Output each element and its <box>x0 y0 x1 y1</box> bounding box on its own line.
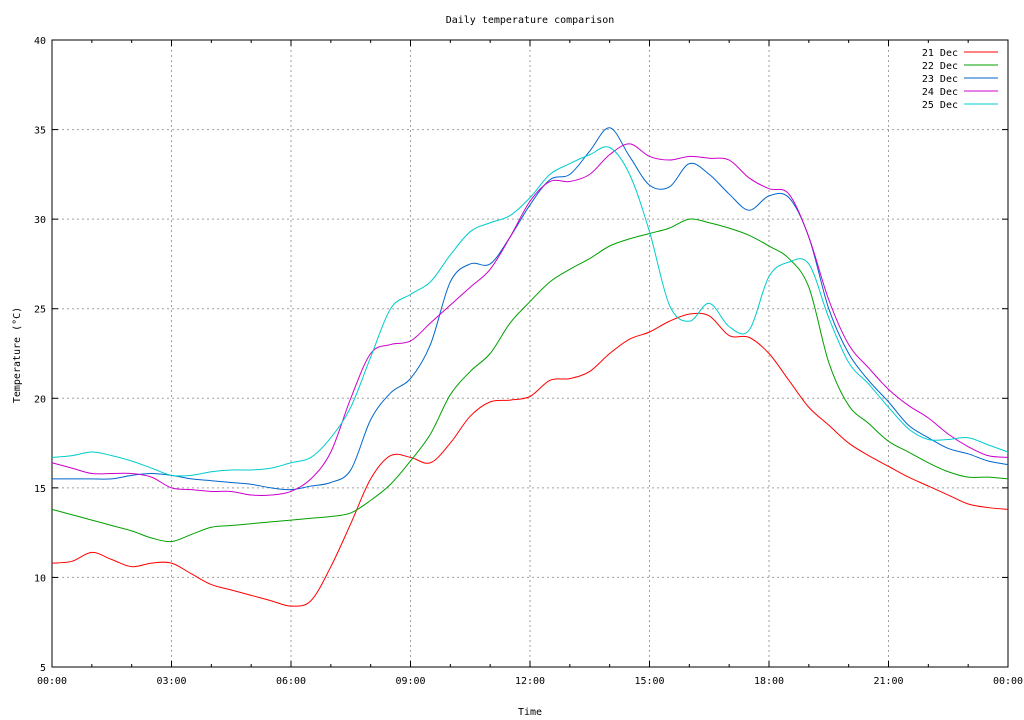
series-line-25-dec <box>51 146 1009 477</box>
chart-title: Daily temperature comparison <box>446 15 615 26</box>
legend-label-23-dec: 23 Dec <box>922 74 958 85</box>
x-tick-label: 21:00 <box>873 676 903 687</box>
legend-label-25-dec: 25 Dec <box>922 100 958 111</box>
x-tick-label: 12:00 <box>515 676 545 687</box>
series-line-21-dec <box>51 312 1009 607</box>
legend: 21 Dec 22 Dec 23 Dec 24 Dec 25 Dec <box>922 48 998 111</box>
legend-label-24-dec: 24 Dec <box>922 87 958 98</box>
y-tick-label: 35 <box>34 126 46 137</box>
series-line-23-dec <box>52 127 1009 491</box>
series-line-24-dec <box>51 143 1009 496</box>
axis-ticks: 00:00 03:00 06:00 09:00 12:00 15:00 18:00 21:00… <box>34 36 1023 687</box>
series-line-22-dec <box>51 218 1009 543</box>
y-tick-label: 10 <box>34 573 46 584</box>
legend-label-22-dec: 22 Dec <box>922 61 958 72</box>
x-tick-label: 00:00 <box>37 676 67 687</box>
y-tick-label: 40 <box>34 36 46 47</box>
legend-label-21-dec: 21 Dec <box>922 48 958 59</box>
x-tick-label: 03:00 <box>156 676 186 687</box>
y-tick-label: 25 <box>34 305 46 316</box>
y-axis-title: Temperature (°C) <box>12 307 23 403</box>
x-tick-label: 06:00 <box>276 676 306 687</box>
grid-lines <box>52 40 1008 667</box>
x-tick-label: 00:00 <box>993 676 1023 687</box>
y-tick-label: 5 <box>40 663 46 674</box>
series-layer <box>51 127 1009 607</box>
y-tick-label: 15 <box>34 484 46 495</box>
plot-frame <box>51 39 1009 668</box>
x-tick-label: 15:00 <box>634 676 664 687</box>
y-tick-label: 20 <box>34 394 46 405</box>
x-tick-label: 09:00 <box>395 676 425 687</box>
x-axis-title: Time <box>518 707 542 718</box>
x-tick-label: 18:00 <box>754 676 784 687</box>
y-tick-label: 30 <box>34 215 46 226</box>
